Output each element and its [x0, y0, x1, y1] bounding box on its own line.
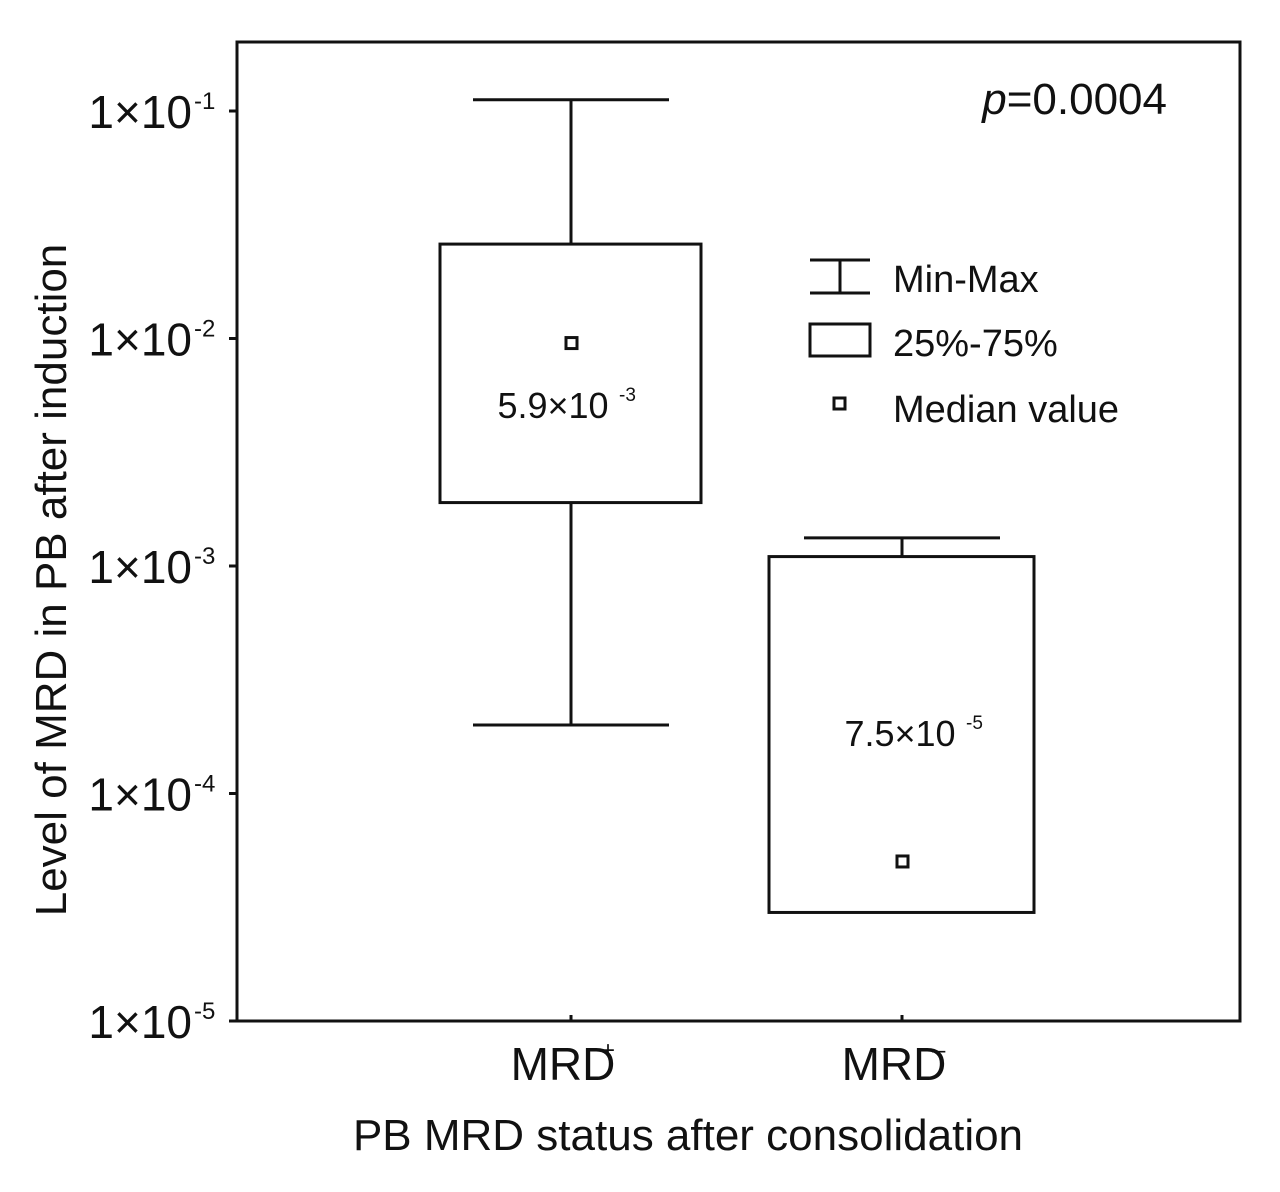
y-tick-label-exponent: -2 — [194, 316, 215, 343]
legend-label-median: Median value — [893, 389, 1119, 431]
x-category-label-sup: – — [932, 1037, 946, 1064]
legend-median-symbol — [832, 396, 847, 411]
y-tick-label-exponent: -5 — [194, 998, 215, 1025]
median-marker — [564, 336, 579, 351]
x-category-label: MRD — [842, 1038, 947, 1090]
x-axis-title: PB MRD status after consolidation — [353, 1111, 1023, 1160]
plot-frame — [235, 40, 1242, 1023]
y-tick-label-exponent: -1 — [194, 88, 215, 115]
y-axis-title: Level of MRD in PB after induction — [27, 244, 76, 917]
legend-label-min-max: Min-Max — [893, 259, 1039, 301]
legend-whisker-symbol — [810, 258, 870, 295]
median-value-label-exponent: -5 — [966, 713, 983, 734]
legend-box-symbol — [808, 322, 872, 358]
median-value-label: 5.9×10 — [497, 385, 608, 426]
x-category-label-sup: + — [601, 1037, 615, 1064]
y-tick-label: 1×10 — [88, 769, 192, 821]
legend-label-quartiles: 25%-75% — [893, 323, 1058, 365]
y-tick-label: 1×10 — [88, 541, 192, 593]
box-iqr — [767, 555, 1036, 914]
y-tick-label: 1×10 — [88, 314, 192, 366]
median-value-label: 7.5×10 — [844, 713, 955, 754]
p-value-annotation: p=0.0004 — [980, 75, 1167, 124]
x-axis-ticks: MRD+ MRD– — [511, 1015, 947, 1090]
median-value-label-exponent: -3 — [619, 385, 636, 406]
legend: Min-Max 25%-75% Median value — [808, 258, 1119, 431]
y-tick-label-exponent: -3 — [194, 543, 215, 570]
median-marker — [895, 854, 910, 869]
box-series: 5.9×10 -3 7.5×10 -5 — [438, 98, 1036, 914]
y-tick-label: 1×10 — [88, 86, 192, 138]
y-tick-label: 1×10 — [88, 996, 192, 1048]
box-iqr — [438, 242, 703, 505]
y-axis-ticks: 1×10 -11×10 -21×10 -31×10 -41×10 -5 — [88, 86, 237, 1048]
y-tick-label-exponent: -4 — [194, 771, 215, 798]
x-category-label: MRD — [511, 1038, 616, 1090]
